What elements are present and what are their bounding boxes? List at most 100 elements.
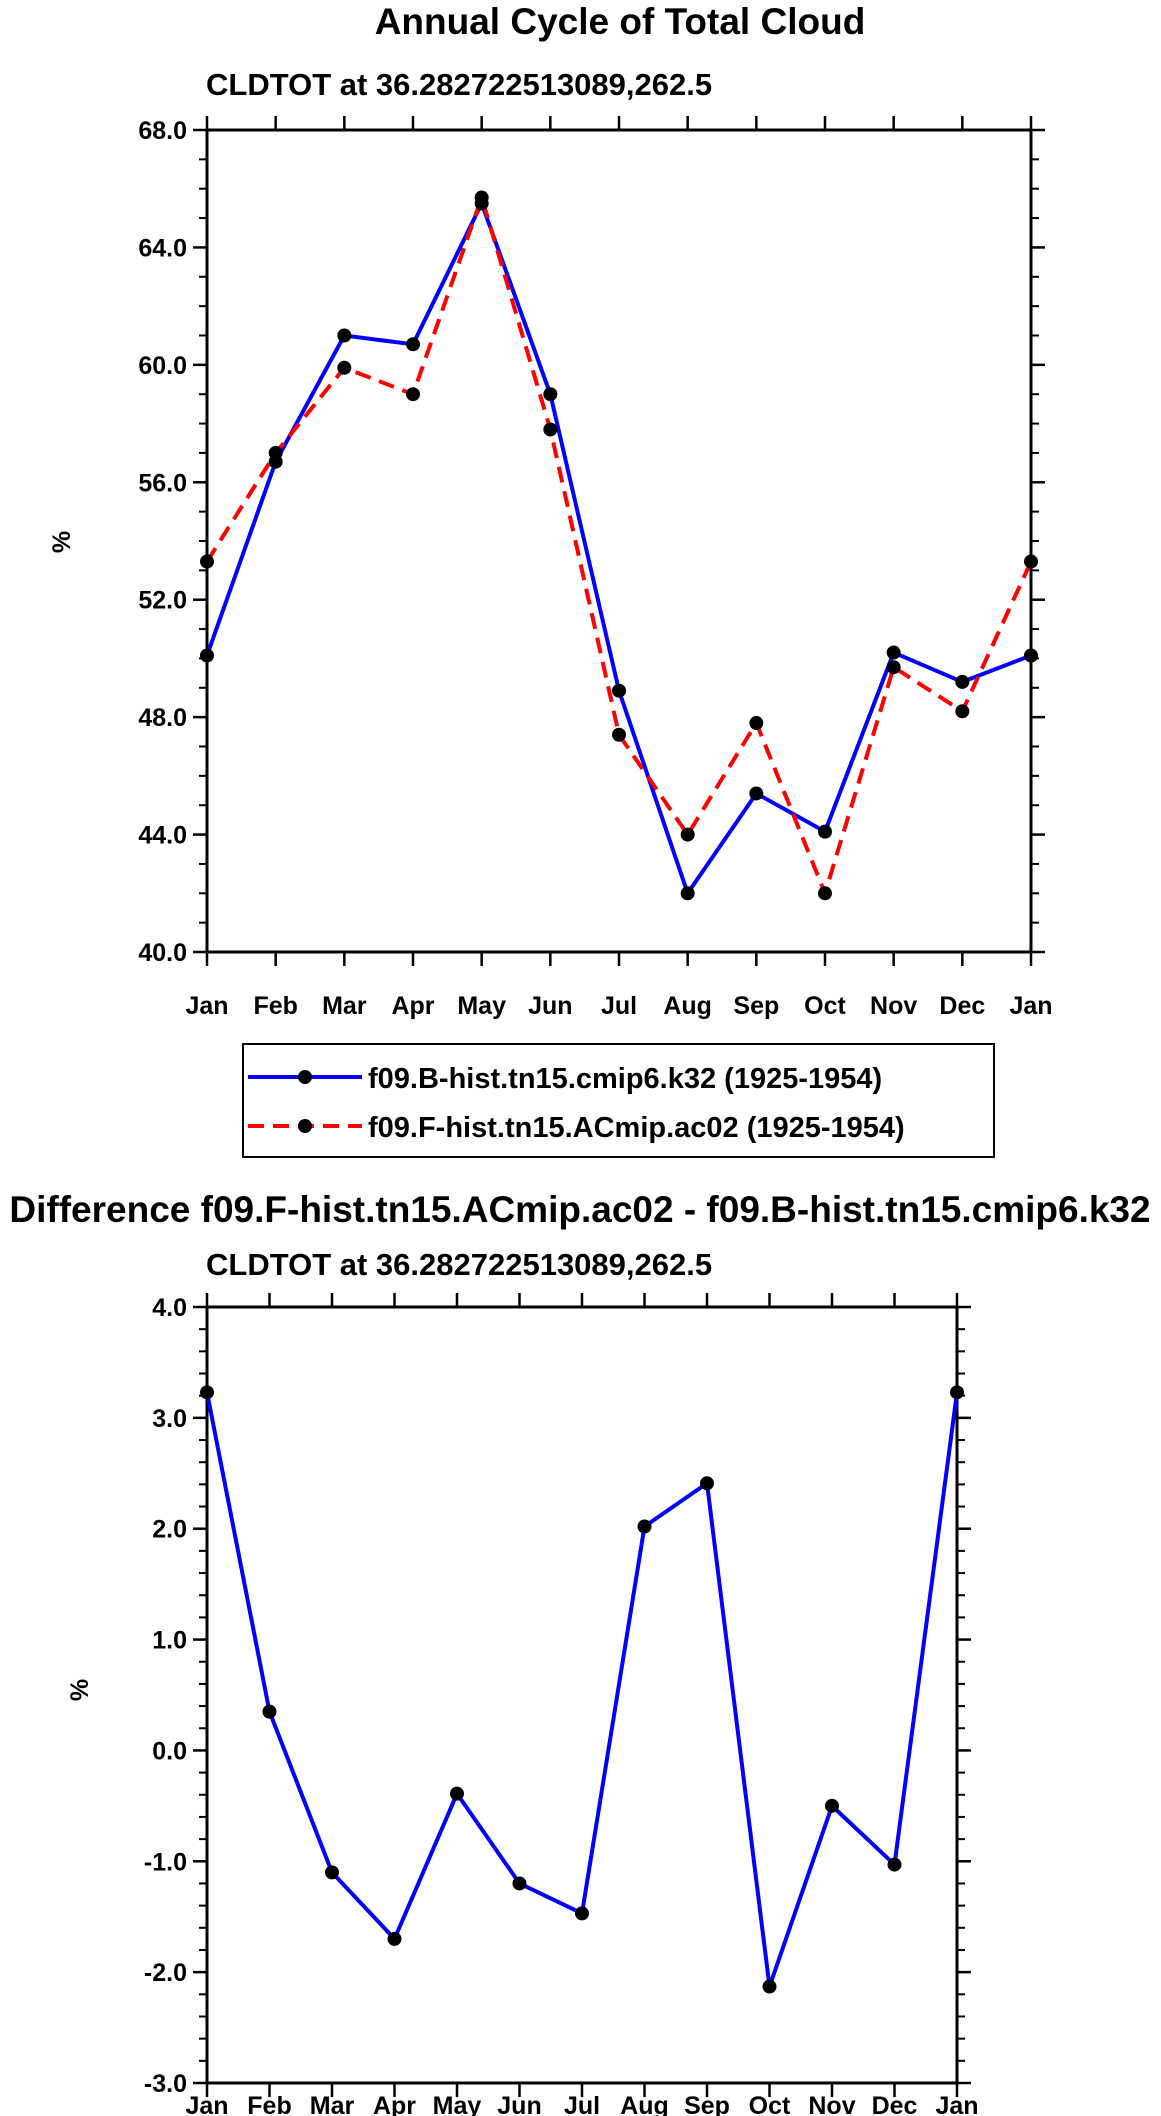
chart-1-ylabel: % bbox=[48, 531, 76, 553]
data-point bbox=[886, 645, 901, 660]
chart-1-ticks bbox=[193, 116, 1045, 966]
data-point bbox=[1024, 554, 1038, 569]
data-point bbox=[406, 387, 420, 402]
x-tick-label: May bbox=[433, 2092, 482, 2116]
data-point bbox=[543, 422, 558, 437]
data-point bbox=[612, 683, 626, 698]
data-point bbox=[955, 704, 970, 719]
x-tick-label: Jan bbox=[935, 2092, 978, 2116]
x-tick-label: Sep bbox=[684, 2092, 730, 2116]
y-tick-label: -1.0 bbox=[144, 1848, 187, 1876]
y-tick-label: -2.0 bbox=[144, 1959, 187, 1987]
legend-label-series-a: f09.B-hist.tn15.cmip6.k32 (1925-1954) bbox=[368, 1063, 882, 1095]
data-point bbox=[200, 648, 214, 663]
data-point bbox=[200, 554, 214, 569]
x-tick-label: Jan bbox=[185, 2092, 228, 2116]
data-point bbox=[762, 1979, 777, 1994]
data-point bbox=[886, 660, 901, 675]
data-point bbox=[825, 1798, 839, 1813]
chart-2-ylabel: % bbox=[66, 1679, 94, 1701]
x-tick-label: Apr bbox=[373, 2092, 416, 2116]
x-tick-label: Jan bbox=[1009, 992, 1052, 1020]
data-point bbox=[337, 360, 352, 375]
chart-1-legend: f09.B-hist.tn15.cmip6.k32 (1925-1954) f0… bbox=[242, 1043, 995, 1158]
x-tick-label: Jun bbox=[528, 992, 572, 1020]
data-point bbox=[337, 328, 352, 343]
y-tick-label: 2.0 bbox=[152, 1516, 187, 1544]
x-tick-label: Dec bbox=[939, 992, 985, 1020]
chart-2-x-tick-labels: Jan Feb Mar Apr May Jun Jul Aug Sep Oct Nov Dec Jan bbox=[185, 2092, 978, 2116]
y-tick-label: 48.0 bbox=[138, 704, 187, 732]
legend-marker-series-a bbox=[298, 1070, 312, 1084]
data-point bbox=[512, 1876, 527, 1891]
data-point bbox=[637, 1519, 652, 1534]
chart-1-series bbox=[200, 190, 1038, 901]
y-tick-label: 68.0 bbox=[138, 117, 187, 145]
x-tick-label: Jun bbox=[497, 2092, 541, 2116]
chart-1-title: Annual Cycle of Total Cloud bbox=[375, 1, 866, 42]
chart-2-plot-frame bbox=[205, 1305, 959, 2085]
x-tick-label: Aug bbox=[620, 2092, 669, 2116]
y-tick-label: 60.0 bbox=[138, 352, 187, 380]
data-point bbox=[474, 190, 489, 205]
y-tick-label: 56.0 bbox=[138, 469, 187, 497]
y-tick-label: -3.0 bbox=[144, 2070, 187, 2098]
chart-2-ticks bbox=[193, 1293, 971, 2097]
y-tick-label: 1.0 bbox=[152, 1627, 187, 1655]
data-point bbox=[268, 445, 283, 460]
data-point bbox=[955, 674, 970, 689]
series-line-1 bbox=[205, 195, 1033, 896]
x-tick-label: Aug bbox=[663, 992, 712, 1020]
data-point bbox=[749, 786, 764, 801]
difference-chart: Difference f09.F-hist.tn15.ACmip.ac02 - … bbox=[9, 1189, 1150, 2116]
y-tick-label: 64.0 bbox=[138, 234, 187, 262]
y-tick-label: 40.0 bbox=[138, 939, 187, 967]
y-tick-label: 4.0 bbox=[152, 1294, 187, 1322]
series-line-0 bbox=[205, 201, 1032, 896]
x-tick-label: Oct bbox=[804, 992, 846, 1020]
chart-1-x-tick-labels: Jan Feb Mar Apr May Jun Jul Aug Sep Oct Nov Dec Jan bbox=[185, 992, 1052, 1020]
data-point bbox=[543, 387, 558, 402]
data-point bbox=[406, 337, 420, 352]
data-point bbox=[680, 886, 695, 901]
data-point bbox=[612, 727, 626, 742]
data-point bbox=[818, 824, 832, 839]
x-tick-label: Sep bbox=[733, 992, 779, 1020]
chart-2-series bbox=[200, 1385, 964, 1994]
data-point bbox=[749, 716, 764, 731]
data-point bbox=[387, 1931, 402, 1946]
x-tick-label: Mar bbox=[322, 992, 367, 1020]
chart-1-plot-frame bbox=[205, 128, 1033, 954]
chart-1-y-tick-labels: 40.0 44.0 48.0 52.0 56.0 60.0 64.0 68.0 bbox=[138, 117, 187, 967]
chart-2-title: Difference f09.F-hist.tn15.ACmip.ac02 - … bbox=[9, 1189, 1150, 1230]
x-tick-label: Nov bbox=[870, 992, 917, 1020]
data-point bbox=[325, 1865, 339, 1880]
chart-2-subtitle: CLDTOT at 36.282722513089,262.5 bbox=[206, 1247, 712, 1282]
data-point bbox=[950, 1385, 964, 1400]
x-tick-label: Apr bbox=[391, 992, 434, 1020]
chart-2-y-tick-labels: -3.0 -2.0 -1.0 0.0 1.0 2.0 3.0 4.0 bbox=[144, 1294, 187, 2098]
chart-1-subtitle: CLDTOT at 36.282722513089,262.5 bbox=[206, 67, 712, 102]
legend-frame bbox=[242, 1043, 995, 1158]
x-tick-label: Jul bbox=[601, 992, 637, 1020]
series-line-0 bbox=[205, 1391, 959, 1989]
x-tick-label: Dec bbox=[872, 2092, 918, 2116]
x-tick-label: Feb bbox=[247, 2092, 291, 2116]
data-point bbox=[1024, 648, 1038, 663]
legend-marker-series-b bbox=[298, 1119, 312, 1133]
annual-cycle-chart: Annual Cycle of Total Cloud CLDTOT at 36… bbox=[48, 1, 1053, 1158]
x-tick-label: Oct bbox=[749, 2092, 791, 2116]
y-tick-label: 52.0 bbox=[138, 587, 187, 615]
y-tick-label: 3.0 bbox=[152, 1405, 187, 1433]
data-point bbox=[700, 1476, 714, 1491]
data-point bbox=[450, 1786, 464, 1801]
data-point bbox=[262, 1704, 277, 1719]
data-point bbox=[887, 1857, 902, 1872]
x-tick-label: Feb bbox=[253, 992, 297, 1020]
x-tick-label: Jul bbox=[564, 2092, 600, 2116]
data-point bbox=[818, 886, 832, 901]
data-point bbox=[200, 1385, 214, 1400]
x-tick-label: May bbox=[457, 992, 506, 1020]
y-tick-label: 0.0 bbox=[152, 1737, 187, 1765]
